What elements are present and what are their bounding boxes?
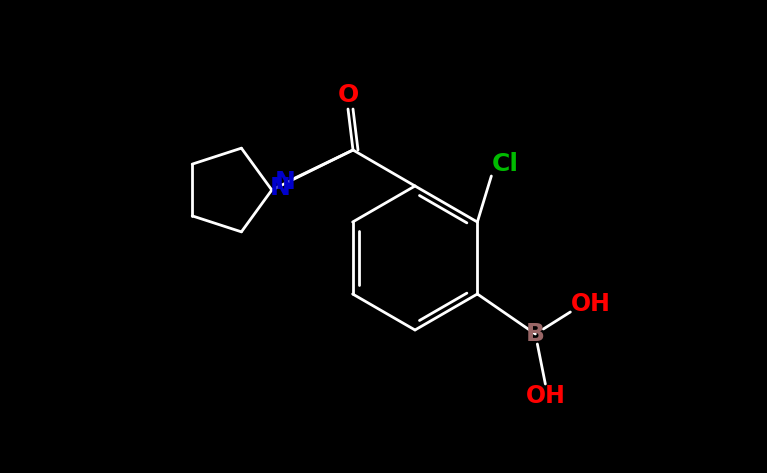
Text: N: N [269, 176, 290, 200]
Text: Cl: Cl [492, 152, 518, 176]
Text: B: B [526, 322, 545, 346]
Text: O: O [337, 83, 359, 107]
Text: N: N [275, 170, 295, 194]
Text: OH: OH [525, 384, 565, 408]
Text: OH: OH [571, 292, 611, 316]
